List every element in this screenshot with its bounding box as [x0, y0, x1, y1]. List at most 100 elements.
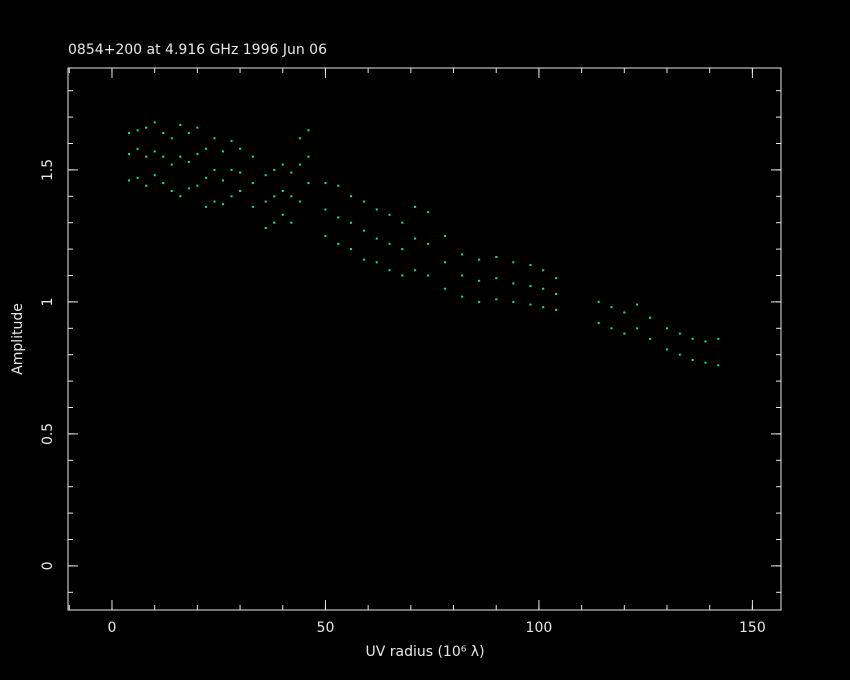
point: [529, 285, 532, 288]
point: [170, 163, 173, 166]
point: [495, 277, 498, 280]
point: [221, 179, 224, 182]
point: [196, 153, 199, 156]
point: [414, 269, 417, 272]
point: [414, 237, 417, 240]
point: [678, 353, 681, 356]
point: [512, 282, 515, 285]
point: [204, 147, 207, 150]
point: [362, 229, 365, 232]
point: [230, 168, 233, 171]
point: [290, 195, 293, 198]
point: [350, 195, 353, 198]
point: [162, 155, 165, 158]
point: [273, 195, 276, 198]
point: [179, 124, 182, 127]
chart-title: 0854+200 at 4.916 GHz 1996 Jun 06: [68, 42, 327, 58]
point: [204, 176, 207, 179]
point: [704, 340, 707, 343]
point: [529, 263, 532, 266]
point: [204, 205, 207, 208]
point: [388, 213, 391, 216]
point: [221, 203, 224, 206]
point: [443, 234, 446, 237]
point: [213, 200, 216, 203]
point: [478, 258, 481, 261]
point: [478, 300, 481, 303]
point: [307, 182, 310, 185]
point: [461, 253, 464, 256]
point: [324, 208, 327, 211]
point: [623, 311, 626, 314]
point: [337, 242, 340, 245]
point: [375, 208, 378, 211]
point: [153, 174, 156, 177]
y-tick-label: 0: [40, 561, 56, 570]
point: [350, 248, 353, 251]
point: [196, 184, 199, 187]
x-tick-label: 150: [739, 620, 766, 636]
point: [179, 155, 182, 158]
point: [648, 337, 651, 340]
point: [636, 327, 639, 330]
point: [281, 163, 284, 166]
point: [230, 195, 233, 198]
point: [401, 274, 404, 277]
point: [426, 211, 429, 214]
point: [128, 153, 131, 156]
point: [704, 361, 707, 364]
point: [337, 216, 340, 219]
point: [145, 126, 148, 129]
point: [401, 221, 404, 224]
point: [239, 171, 242, 174]
point: [264, 226, 267, 229]
point: [324, 182, 327, 185]
point: [388, 242, 391, 245]
point: [221, 150, 224, 153]
point: [443, 287, 446, 290]
y-axis-label: Amplitude: [10, 303, 26, 375]
point: [717, 364, 720, 367]
point: [162, 131, 165, 134]
point: [324, 234, 327, 237]
point: [179, 195, 182, 198]
point: [153, 121, 156, 124]
point: [196, 126, 199, 129]
point: [636, 303, 639, 306]
plot-frame: [67, 67, 782, 611]
point: [512, 300, 515, 303]
point: [495, 256, 498, 259]
point: [478, 279, 481, 282]
point: [145, 155, 148, 158]
point: [307, 155, 310, 158]
point: [145, 184, 148, 187]
x-tick-label: 0: [108, 620, 117, 636]
point: [251, 155, 254, 158]
point: [128, 131, 131, 134]
point: [273, 168, 276, 171]
point: [542, 306, 545, 309]
point: [187, 160, 190, 163]
point: [128, 179, 131, 182]
point: [170, 137, 173, 140]
point: [337, 184, 340, 187]
point: [170, 190, 173, 193]
point: [375, 237, 378, 240]
point: [401, 248, 404, 251]
point: [597, 300, 600, 303]
point: [307, 129, 310, 132]
point: [187, 131, 190, 134]
x-axis-label: UV radius (10⁶ λ): [365, 644, 484, 660]
point: [542, 269, 545, 272]
point: [230, 139, 233, 142]
point: [717, 337, 720, 340]
point: [554, 277, 557, 280]
point: [426, 274, 429, 277]
point: [362, 258, 365, 261]
x-tick-label: 100: [526, 620, 553, 636]
point: [136, 147, 139, 150]
point: [461, 295, 464, 298]
point: [414, 205, 417, 208]
point: [213, 137, 216, 140]
